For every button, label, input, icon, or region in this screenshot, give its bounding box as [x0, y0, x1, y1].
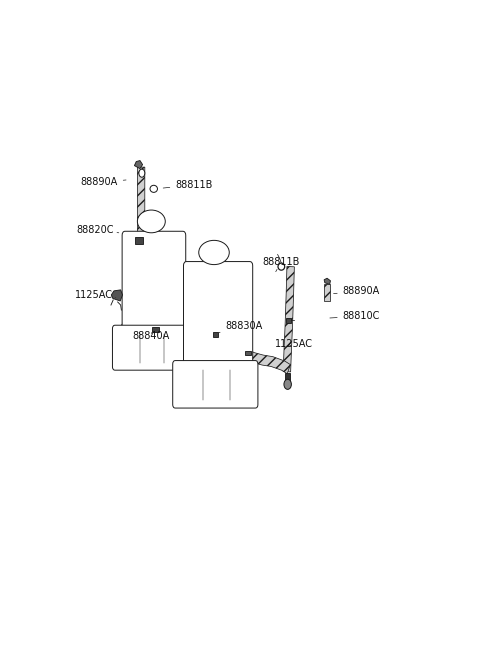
FancyBboxPatch shape — [183, 262, 252, 371]
Ellipse shape — [199, 240, 229, 264]
Text: 88890A: 88890A — [334, 286, 380, 296]
Ellipse shape — [278, 263, 285, 270]
Bar — [213, 332, 218, 337]
Ellipse shape — [150, 185, 157, 192]
Circle shape — [284, 379, 291, 390]
FancyBboxPatch shape — [112, 325, 190, 370]
Bar — [135, 237, 144, 243]
Polygon shape — [245, 349, 290, 374]
FancyBboxPatch shape — [173, 361, 258, 408]
Polygon shape — [283, 266, 294, 372]
Text: 1125AC: 1125AC — [275, 339, 313, 349]
Polygon shape — [324, 284, 330, 301]
Text: 88810C: 88810C — [330, 311, 380, 321]
Bar — [285, 373, 290, 386]
Bar — [245, 351, 251, 356]
Polygon shape — [130, 167, 145, 312]
Circle shape — [139, 169, 145, 177]
Polygon shape — [134, 161, 143, 169]
FancyBboxPatch shape — [122, 232, 186, 335]
Text: 1125AC: 1125AC — [75, 290, 116, 300]
Polygon shape — [324, 278, 330, 284]
Bar — [286, 318, 291, 323]
Ellipse shape — [137, 210, 165, 233]
Polygon shape — [112, 308, 137, 361]
Text: 88820C: 88820C — [77, 225, 119, 236]
Text: 88811B: 88811B — [163, 180, 213, 190]
Polygon shape — [111, 290, 122, 301]
Text: 88830A: 88830A — [219, 321, 263, 333]
Text: 88890A: 88890A — [81, 177, 126, 187]
Bar — [152, 327, 158, 333]
Text: 88840A: 88840A — [132, 331, 170, 341]
Text: 88811B: 88811B — [263, 256, 300, 272]
